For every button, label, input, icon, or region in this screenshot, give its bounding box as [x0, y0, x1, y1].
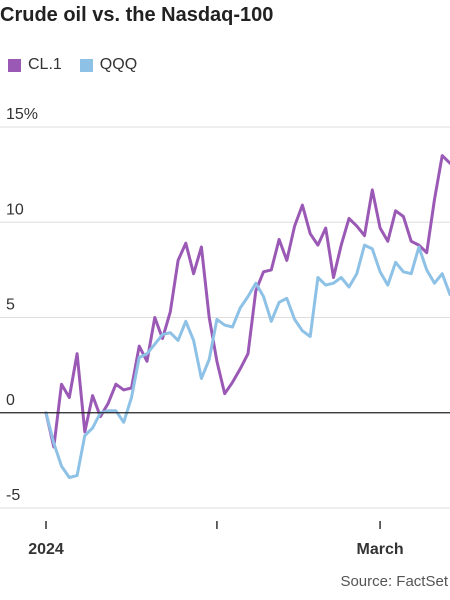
y-tick-label-0: -5 [6, 487, 20, 504]
x-tick-label-2: March [357, 541, 404, 558]
legend-label-qqq: QQQ [99, 56, 138, 73]
legend-item-qqq: QQQ [79, 56, 138, 74]
legend-item-cl1: CL.1 [8, 56, 62, 74]
y-tick-label-4: 15% [6, 106, 38, 123]
y-tick-label-3: 10 [6, 201, 24, 218]
series-line-cl1 [44, 154, 450, 449]
chart-legend: CL.1 QQQ [8, 56, 145, 74]
y-tick-label-1: 0 [6, 392, 15, 409]
series-line-qqq [44, 243, 450, 479]
legend-swatch-cl1 [8, 58, 21, 72]
source-note: Source: FactSet [340, 573, 448, 590]
legend-swatch-qqq [79, 58, 93, 72]
legend-label-cl1: CL.1 [28, 56, 62, 73]
x-tick-label-0: 2024 [28, 541, 64, 558]
chart-title: Crude oil vs. the Nasdaq-100 [0, 4, 274, 26]
y-tick-label-2: 5 [6, 297, 15, 314]
